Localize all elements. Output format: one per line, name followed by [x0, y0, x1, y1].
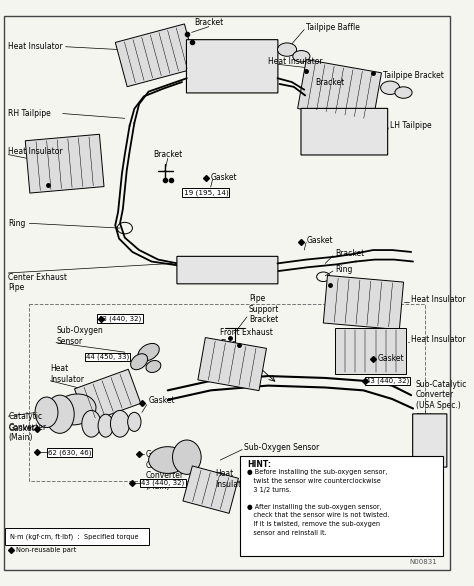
Text: Heat Insulator: Heat Insulator	[268, 56, 323, 66]
Text: Gasket: Gasket	[210, 173, 237, 182]
Text: 44 (450, 33): 44 (450, 33)	[86, 354, 129, 360]
Ellipse shape	[98, 414, 113, 437]
Ellipse shape	[128, 413, 141, 431]
Text: Heat
Insulator: Heat Insulator	[216, 469, 249, 489]
Text: LH Tailpipe: LH Tailpipe	[390, 121, 432, 131]
Text: Catalytic
Converter
(Main): Catalytic Converter (Main)	[9, 413, 46, 442]
Bar	[323, 275, 403, 330]
Text: 62 (630, 46): 62 (630, 46)	[48, 449, 91, 456]
FancyBboxPatch shape	[186, 40, 278, 93]
Text: Sub-Catalytic
Converter
(USA Spec.)
only: Sub-Catalytic Converter (USA Spec.) only	[416, 380, 467, 420]
Text: Tailpipe Bracket: Tailpipe Bracket	[383, 71, 443, 80]
Ellipse shape	[131, 354, 147, 370]
Ellipse shape	[277, 43, 297, 56]
Text: Heat Insulator: Heat Insulator	[411, 335, 466, 344]
Ellipse shape	[82, 410, 101, 437]
Text: Front Exhaust
Pipe: Front Exhaust Pipe	[220, 328, 273, 347]
FancyBboxPatch shape	[240, 456, 443, 557]
Text: ● Before installing the sub-oxygen sensor,: ● Before installing the sub-oxygen senso…	[247, 469, 387, 475]
Ellipse shape	[110, 410, 129, 437]
Bar	[25, 134, 104, 193]
Text: Bracket: Bracket	[335, 250, 364, 258]
Ellipse shape	[173, 440, 201, 474]
Text: Sub-Oxygen
Sensor: Sub-Oxygen Sensor	[56, 326, 103, 346]
Ellipse shape	[55, 394, 96, 425]
Bar	[29, 305, 426, 481]
Text: HINT:: HINT:	[247, 461, 271, 469]
Text: twist the sensor wire counterclockwise: twist the sensor wire counterclockwise	[247, 478, 381, 484]
Ellipse shape	[381, 81, 400, 94]
Text: Gasket: Gasket	[149, 396, 175, 406]
Text: Bracket: Bracket	[315, 77, 345, 87]
FancyBboxPatch shape	[177, 256, 278, 284]
Bar	[74, 369, 141, 423]
Ellipse shape	[138, 343, 159, 361]
FancyBboxPatch shape	[6, 528, 149, 545]
Text: Gasket: Gasket	[306, 236, 333, 245]
Text: 3 1/2 turns.: 3 1/2 turns.	[247, 486, 291, 493]
Ellipse shape	[149, 447, 187, 473]
Text: ● After installing the sub-oxygen sensor,: ● After installing the sub-oxygen sensor…	[247, 504, 382, 510]
Ellipse shape	[293, 50, 310, 62]
Text: Sub-Oxygen Sensor: Sub-Oxygen Sensor	[244, 443, 319, 452]
Text: Gasket: Gasket	[9, 424, 35, 433]
Ellipse shape	[46, 395, 74, 433]
Text: N00831: N00831	[409, 559, 437, 565]
Text: 44 (450, 33): 44 (450, 33)	[261, 547, 304, 554]
Text: Bracket: Bracket	[153, 150, 182, 159]
Text: sensor and reinstall it.: sensor and reinstall it.	[247, 530, 327, 536]
Text: 19 (195, 14): 19 (195, 14)	[183, 189, 228, 196]
Text: Ring: Ring	[9, 219, 26, 228]
Bar	[298, 60, 382, 122]
Bar	[335, 328, 406, 374]
Ellipse shape	[395, 87, 412, 98]
Text: check that the sensor wire is not twisted.: check that the sensor wire is not twiste…	[247, 512, 389, 519]
Text: Tailpipe Baffle: Tailpipe Baffle	[306, 23, 360, 32]
Ellipse shape	[146, 360, 161, 373]
Text: Heat Insulator: Heat Insulator	[411, 295, 466, 304]
Bar	[115, 24, 196, 87]
Ellipse shape	[35, 397, 58, 428]
FancyBboxPatch shape	[413, 414, 447, 467]
FancyBboxPatch shape	[301, 108, 388, 155]
Text: Heat
Insulator: Heat Insulator	[50, 364, 84, 384]
Bar	[198, 338, 266, 391]
Text: Non-reusable part: Non-reusable part	[16, 547, 76, 553]
Text: 43 (440, 32): 43 (440, 32)	[99, 315, 142, 322]
Text: Heat Insulator: Heat Insulator	[9, 42, 63, 51]
Text: Bracket: Bracket	[194, 18, 223, 28]
Text: Pipe
Support
Bracket: Pipe Support Bracket	[249, 294, 279, 324]
Text: N·m (kgf·cm, ft·lbf)  :  Specified torque: N·m (kgf·cm, ft·lbf) : Specified torque	[10, 533, 139, 540]
Text: 43 (440, 32): 43 (440, 32)	[365, 377, 409, 384]
Text: Gasket: Gasket	[378, 355, 404, 363]
Text: Heat Insulator: Heat Insulator	[9, 147, 63, 156]
Text: Center Exhaust
Pipe: Center Exhaust Pipe	[9, 273, 67, 292]
Text: Ring: Ring	[335, 265, 352, 274]
Bar	[183, 466, 238, 513]
Text: Gasket
Catalytic
Converter
(Main): Gasket Catalytic Converter (Main)	[146, 451, 184, 490]
Text: RH Tailpipe: RH Tailpipe	[9, 109, 51, 118]
Text: 43 (440, 32): 43 (440, 32)	[141, 480, 184, 486]
Text: If it is twisted, remove the sub-oxygen: If it is twisted, remove the sub-oxygen	[247, 521, 380, 527]
